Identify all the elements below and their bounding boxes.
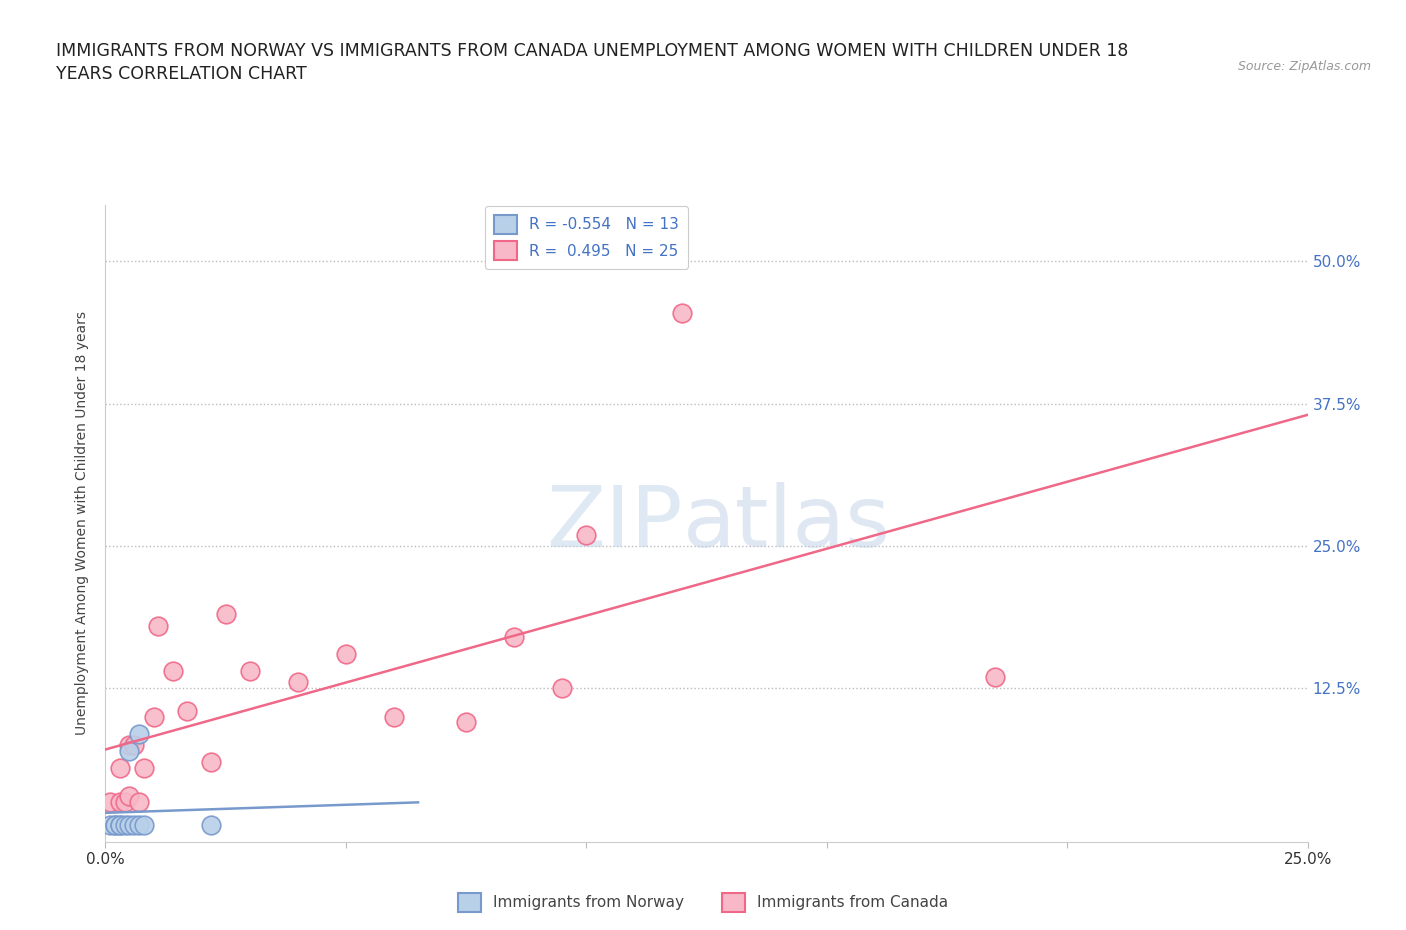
Point bbox=[503, 630, 526, 644]
Point bbox=[382, 709, 405, 724]
Point bbox=[128, 794, 150, 809]
Point bbox=[124, 737, 146, 752]
Point bbox=[148, 618, 170, 633]
Point bbox=[114, 794, 136, 809]
Point bbox=[200, 817, 222, 832]
Point bbox=[239, 664, 262, 679]
Point bbox=[984, 670, 1007, 684]
Point bbox=[108, 760, 131, 775]
Point bbox=[287, 675, 309, 690]
Point bbox=[551, 681, 574, 696]
Point bbox=[132, 760, 155, 775]
Point bbox=[162, 664, 184, 679]
Point bbox=[118, 737, 141, 752]
Text: atlas: atlas bbox=[682, 482, 890, 565]
Point bbox=[108, 817, 131, 832]
Point bbox=[200, 754, 222, 769]
Point bbox=[132, 817, 155, 832]
Y-axis label: Unemployment Among Women with Children Under 18 years: Unemployment Among Women with Children U… bbox=[76, 312, 90, 735]
Point bbox=[104, 817, 127, 832]
Point bbox=[104, 817, 127, 832]
Point bbox=[128, 817, 150, 832]
Point bbox=[98, 794, 121, 809]
Point bbox=[108, 794, 131, 809]
Point bbox=[176, 703, 198, 718]
Text: ZIP: ZIP bbox=[546, 482, 682, 565]
Point bbox=[118, 743, 141, 758]
Point bbox=[128, 726, 150, 741]
Point bbox=[98, 817, 121, 832]
Point bbox=[118, 789, 141, 804]
Legend: R = -0.554   N = 13, R =  0.495   N = 25: R = -0.554 N = 13, R = 0.495 N = 25 bbox=[485, 206, 688, 269]
Point bbox=[214, 606, 236, 621]
Point bbox=[118, 817, 141, 832]
Point bbox=[575, 527, 598, 542]
Text: IMMIGRANTS FROM NORWAY VS IMMIGRANTS FROM CANADA UNEMPLOYMENT AMONG WOMEN WITH C: IMMIGRANTS FROM NORWAY VS IMMIGRANTS FRO… bbox=[56, 42, 1129, 84]
Point bbox=[114, 817, 136, 832]
Point bbox=[454, 715, 477, 730]
Point bbox=[335, 646, 357, 661]
Point bbox=[124, 817, 146, 832]
Point bbox=[671, 305, 693, 320]
Point bbox=[108, 817, 131, 832]
Legend: Immigrants from Norway, Immigrants from Canada: Immigrants from Norway, Immigrants from … bbox=[451, 887, 955, 918]
Point bbox=[142, 709, 165, 724]
Text: Source: ZipAtlas.com: Source: ZipAtlas.com bbox=[1237, 60, 1371, 73]
